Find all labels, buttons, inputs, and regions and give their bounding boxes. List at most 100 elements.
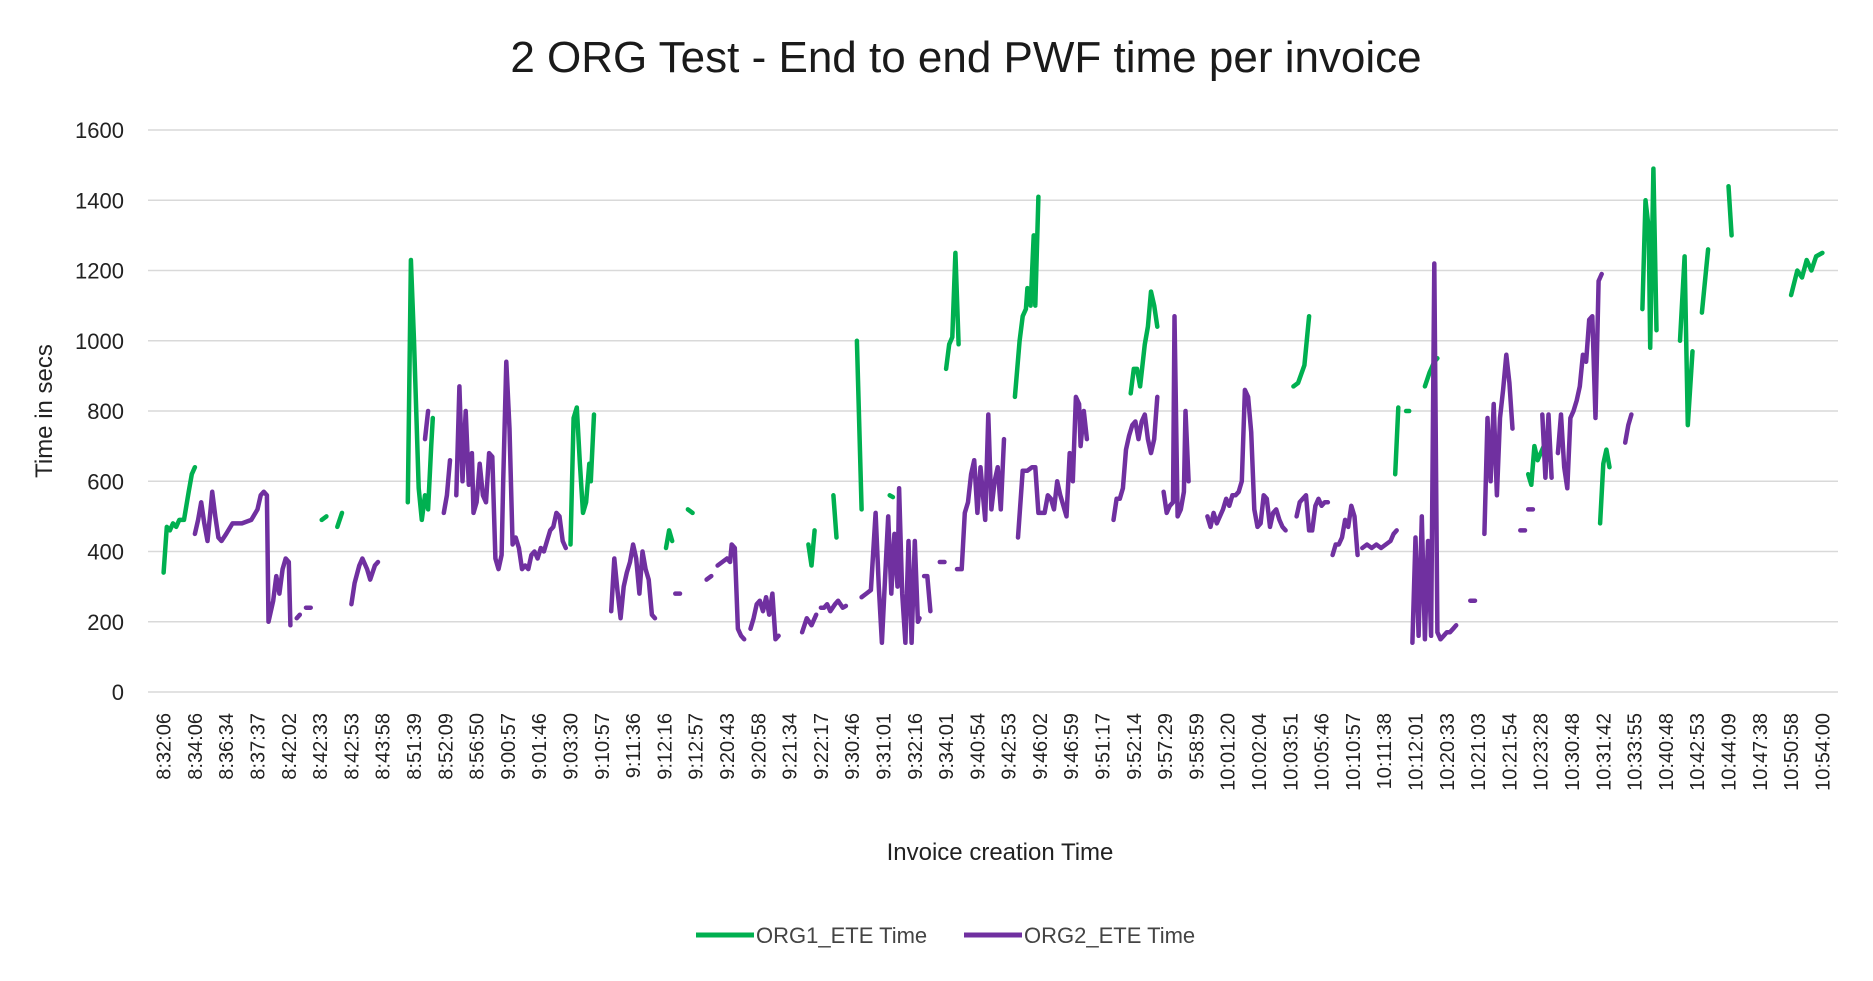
x-tick-label: 9:34:01 — [936, 713, 958, 780]
series-line-segment — [831, 493, 839, 540]
x-tick-label: 10:54:00 — [1812, 713, 1834, 791]
x-tick-label: 10:12:01 — [1406, 713, 1428, 791]
series-line-segment — [1540, 412, 1554, 480]
x-tick-label: 9:22:17 — [811, 713, 833, 780]
y-axis-ticks: 0 200 400 600 800 1000 1200 1400 1600 — [75, 118, 124, 705]
x-tick-label: 9:32:16 — [905, 713, 927, 780]
legend-label: ORG1_ETE Time — [756, 923, 927, 948]
series-line-segment — [294, 612, 303, 621]
x-tick-label: 8:37:37 — [248, 713, 270, 780]
series-lines — [161, 166, 1825, 646]
x-tick-label: 9:20:43 — [717, 713, 739, 780]
series-line-segment — [685, 507, 695, 516]
series-line-segment — [568, 405, 597, 547]
series-line-segment — [663, 528, 675, 551]
x-tick-label: 9:12:57 — [686, 713, 708, 780]
x-tick-label: 10:23:28 — [1531, 713, 1553, 791]
x-tick-label: 8:42:33 — [310, 713, 332, 780]
series-line-segment — [405, 257, 436, 523]
series-line-segment — [1726, 183, 1734, 238]
series-line-segment — [1128, 289, 1160, 396]
x-tick-label: 9:40:54 — [967, 713, 989, 780]
series-line-segment — [1294, 493, 1331, 533]
x-tick-label: 10:21:03 — [1468, 713, 1490, 791]
x-tick-label: 9:51:17 — [1093, 713, 1115, 780]
series-line-segment — [1392, 405, 1401, 477]
y-tick-label: 1200 — [75, 259, 124, 284]
x-tick-label: 9:46:02 — [1030, 713, 1052, 780]
series-line-segment — [1555, 271, 1604, 491]
x-tick-label: 10:03:51 — [1280, 713, 1302, 791]
x-tick-label: 10:05:46 — [1312, 713, 1334, 791]
y-axis-label: Time in secs — [31, 344, 58, 478]
x-tick-label: 10:33:55 — [1625, 713, 1647, 791]
x-tick-label: 9:12:16 — [654, 713, 676, 780]
x-tick-label: 8:34:06 — [185, 713, 207, 780]
x-tick-label: 10:20:33 — [1437, 713, 1459, 791]
series-line-segment — [1012, 194, 1041, 400]
y-tick-label: 1600 — [75, 118, 124, 143]
series-line-segment — [608, 542, 658, 621]
series-line-segment — [887, 493, 896, 500]
series-line-segment — [161, 464, 198, 575]
series-line-segment — [806, 528, 817, 568]
x-tick-label: 9:01:46 — [529, 713, 551, 780]
x-tick-label: 9:21:34 — [780, 713, 802, 780]
series-line-segment — [1015, 394, 1090, 540]
x-tick-label: 10:30:48 — [1562, 713, 1584, 791]
x-axis-ticks: 8:32:06 8:34:06 8:36:34 8:37:37 8:42:02 8:42:… — [154, 713, 1835, 791]
y-tick-label: 400 — [87, 540, 124, 565]
series-line-segment — [921, 573, 933, 614]
y-tick-label: 1400 — [75, 188, 124, 213]
x-tick-label: 10:31:42 — [1593, 713, 1615, 791]
x-tick-label: 9:46:59 — [1061, 713, 1083, 780]
series-line-segment — [1788, 250, 1825, 298]
series-line-segment — [1330, 503, 1360, 558]
series-line-segment — [954, 412, 1007, 572]
legend: ORG1_ETE Time ORG2_ETE Time — [696, 923, 1195, 948]
series-line-segment — [1161, 313, 1191, 519]
series-line-segment — [192, 489, 293, 628]
series-line-segment — [1699, 247, 1711, 315]
series-line-segment — [441, 457, 453, 516]
x-tick-label: 10:42:53 — [1687, 713, 1709, 791]
x-tick-label: 9:03:30 — [561, 713, 583, 780]
series-line-segment — [943, 250, 961, 372]
y-tick-label: 800 — [87, 399, 124, 424]
series-line-segment — [1640, 166, 1659, 351]
series-line-segment — [1677, 254, 1695, 428]
series-line-segment — [715, 542, 747, 642]
x-tick-label: 8:32:06 — [154, 713, 176, 780]
series-line-segment — [1360, 528, 1399, 551]
x-tick-label: 9:57:29 — [1155, 713, 1177, 780]
series-line-segment — [422, 408, 431, 442]
x-tick-label: 9:11:36 — [623, 713, 645, 778]
series-line-segment — [335, 510, 345, 530]
x-axis-label: Invoice creation Time — [887, 839, 1114, 866]
y-tick-label: 600 — [87, 469, 124, 494]
x-tick-label: 10:21:54 — [1499, 713, 1521, 791]
series-line-segment — [1482, 352, 1515, 537]
x-tick-label: 10:11:38 — [1374, 713, 1396, 789]
x-tick-label: 10:50:58 — [1781, 713, 1803, 791]
x-tick-label: 8:36:34 — [216, 713, 238, 780]
series-1 — [161, 166, 1825, 575]
x-tick-label: 9:20:58 — [748, 713, 770, 780]
x-tick-label: 10:10:57 — [1343, 713, 1365, 791]
x-tick-label: 8:52:09 — [435, 713, 457, 780]
x-tick-label: 9:30:46 — [842, 713, 864, 780]
series-line-segment — [704, 573, 714, 582]
x-tick-label: 9:52:14 — [1124, 713, 1146, 780]
series-line-segment — [349, 556, 381, 607]
series-line-segment — [319, 514, 329, 523]
series-line-segment — [1622, 412, 1634, 445]
x-tick-label: 8:51:39 — [404, 713, 426, 780]
x-tick-label: 8:42:53 — [341, 713, 363, 780]
series-line-segment — [818, 598, 849, 614]
gridlines — [148, 129, 1838, 693]
x-tick-label: 10:40:48 — [1656, 713, 1678, 791]
series-line-segment — [799, 612, 819, 635]
x-tick-label: 9:10:57 — [592, 713, 614, 780]
